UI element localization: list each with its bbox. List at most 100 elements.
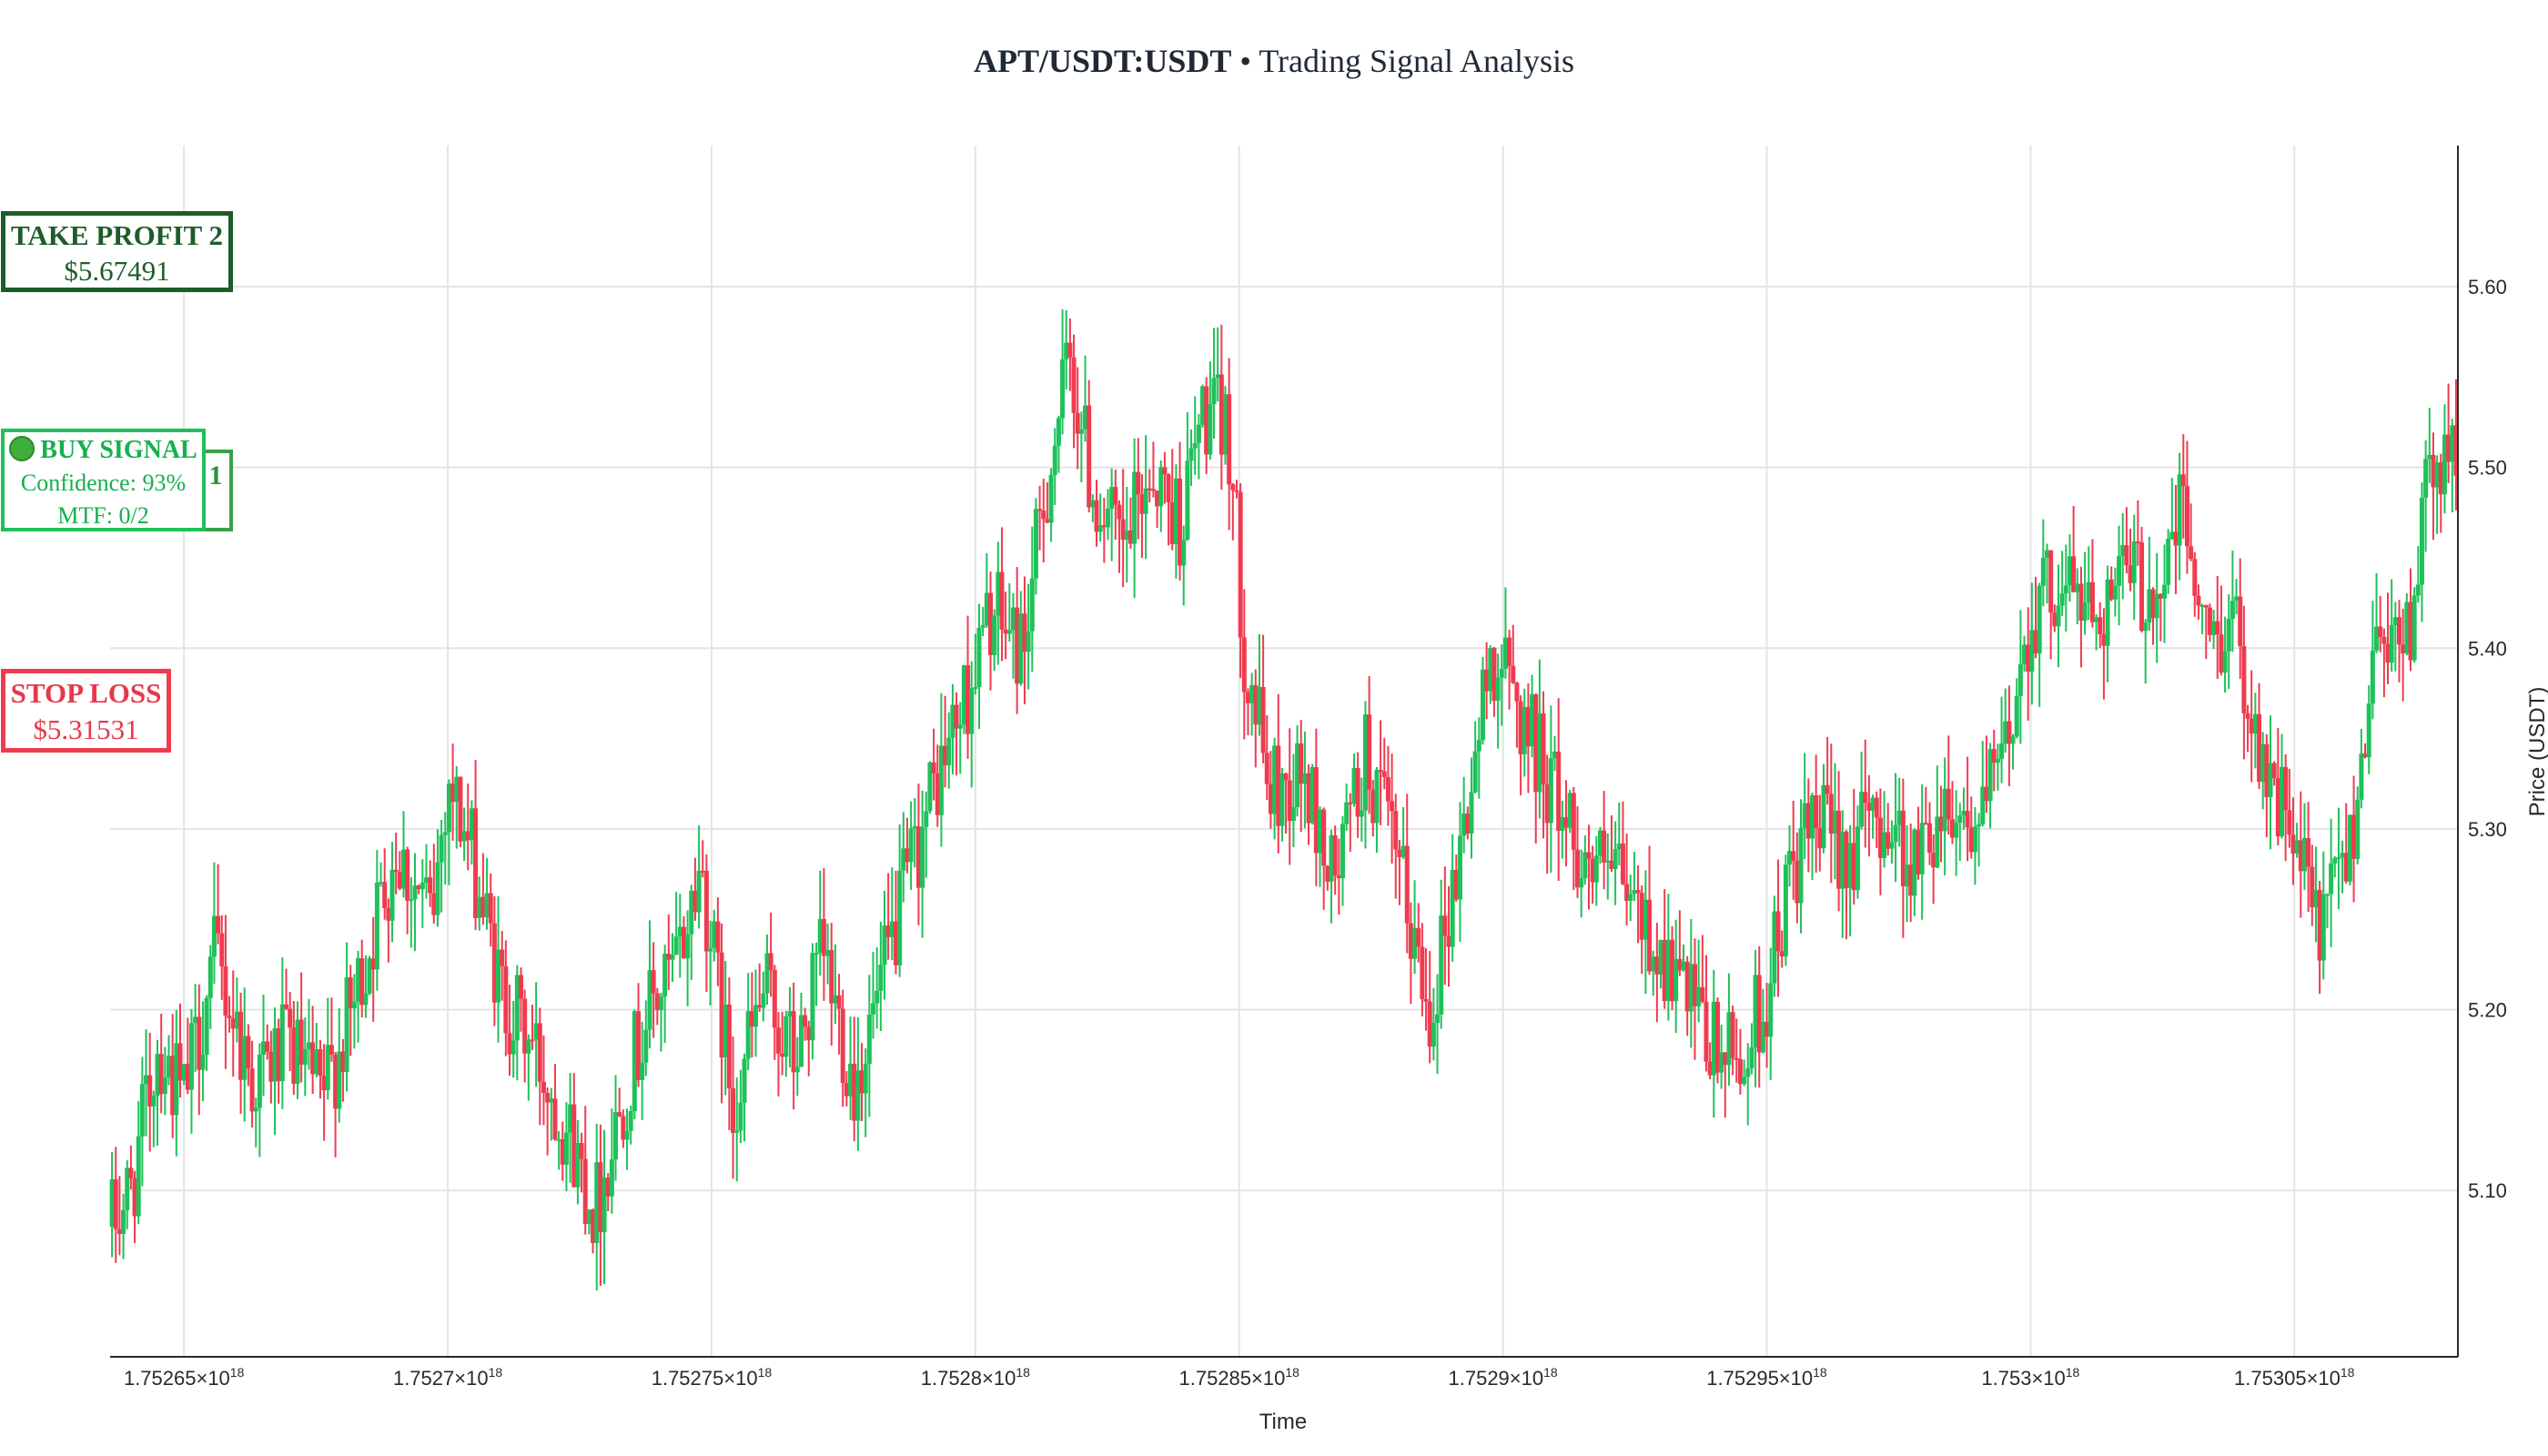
candle-body bbox=[545, 1092, 551, 1103]
candle-body bbox=[662, 954, 668, 996]
candle-body bbox=[757, 1005, 763, 1008]
candle-body bbox=[1700, 986, 1705, 1002]
candle bbox=[1556, 698, 1562, 882]
candle-body bbox=[1393, 811, 1399, 850]
candle bbox=[1965, 756, 1970, 862]
candle bbox=[2052, 604, 2058, 632]
candle-body bbox=[363, 993, 369, 1006]
candle bbox=[1408, 902, 1413, 1005]
candle-body bbox=[1162, 467, 1168, 475]
candle-body bbox=[1155, 490, 1160, 507]
candle bbox=[113, 1147, 118, 1263]
x-tick-labels: 1.75265×1018 1.7527×1018 1.75275×1018 1.752… bbox=[124, 1365, 2355, 1390]
candle bbox=[1181, 525, 1187, 606]
candle bbox=[1810, 793, 1815, 881]
chart-title-rest: • Trading Signal Analysis bbox=[1231, 43, 1575, 79]
candle-body bbox=[1896, 810, 1902, 825]
candle bbox=[132, 1170, 137, 1243]
candle-body bbox=[1029, 578, 1035, 632]
candle bbox=[1318, 806, 1323, 887]
candle bbox=[219, 915, 225, 1000]
candle-body bbox=[2419, 497, 2424, 585]
candle-body bbox=[1439, 915, 1444, 1015]
candle bbox=[1620, 801, 1625, 885]
candle bbox=[1886, 803, 1891, 856]
candle bbox=[1143, 435, 1148, 560]
candle-body bbox=[1798, 828, 1804, 904]
candle-body bbox=[1442, 915, 1448, 936]
candle-body bbox=[155, 1054, 160, 1097]
candle-body bbox=[2336, 857, 2341, 860]
candle bbox=[594, 1123, 600, 1290]
candle bbox=[1525, 683, 1531, 794]
candle bbox=[821, 868, 826, 1001]
candle-body bbox=[1810, 794, 1815, 839]
candle-body bbox=[128, 1168, 134, 1178]
candle bbox=[393, 833, 399, 895]
candle-body bbox=[806, 1026, 812, 1041]
candle-body bbox=[393, 869, 399, 873]
candle bbox=[1893, 773, 1898, 883]
candle-body bbox=[689, 890, 694, 935]
candle bbox=[181, 1063, 187, 1086]
candle-body bbox=[1541, 713, 1546, 784]
candle-body bbox=[1400, 845, 1406, 857]
candle-body bbox=[1905, 864, 1910, 887]
candle-body bbox=[961, 665, 966, 725]
candle-body bbox=[628, 1111, 633, 1131]
candle-body bbox=[1461, 813, 1467, 836]
candle-body bbox=[1075, 412, 1080, 434]
candle bbox=[734, 1077, 740, 1182]
candle-body bbox=[1257, 686, 1262, 725]
candle bbox=[878, 921, 884, 1032]
candle-body bbox=[931, 762, 936, 774]
candle bbox=[742, 1053, 747, 1142]
candle bbox=[519, 967, 523, 1032]
candle bbox=[1814, 754, 1819, 874]
candle bbox=[696, 825, 702, 929]
y-tick-label: 5.20 bbox=[2468, 999, 2507, 1022]
candle bbox=[1279, 767, 1285, 842]
candle bbox=[1533, 693, 1539, 844]
candle bbox=[685, 910, 691, 1006]
candle-body bbox=[1590, 858, 1595, 883]
candle bbox=[1711, 969, 1716, 1118]
candle bbox=[806, 1020, 812, 1077]
candle-body bbox=[2401, 644, 2406, 653]
candle bbox=[1802, 753, 1807, 860]
candle bbox=[2249, 670, 2254, 783]
candle bbox=[715, 897, 721, 986]
candle bbox=[1665, 894, 1671, 1021]
candle-body bbox=[2143, 622, 2149, 632]
candle-body bbox=[1620, 843, 1625, 885]
candle bbox=[651, 942, 656, 1038]
candle bbox=[207, 945, 213, 1029]
candle bbox=[950, 683, 956, 775]
candle-body bbox=[996, 571, 1001, 616]
candle-body bbox=[640, 1062, 645, 1080]
buy-signal-annotation: BUY SIGNAL Confidence: 93% MTF: 0/2 bbox=[1, 429, 206, 531]
candle bbox=[1351, 753, 1357, 807]
candle-body bbox=[185, 1064, 190, 1090]
candle bbox=[514, 965, 520, 1081]
candle bbox=[2446, 383, 2452, 483]
candle-body bbox=[1912, 829, 1917, 896]
candle bbox=[2404, 592, 2410, 656]
candle bbox=[1067, 318, 1073, 391]
candle-body bbox=[1048, 474, 1054, 523]
candle-body bbox=[2385, 643, 2391, 663]
candle bbox=[147, 1032, 153, 1152]
candle-body bbox=[344, 977, 349, 1072]
candle-body bbox=[734, 1130, 740, 1133]
candle bbox=[954, 692, 959, 776]
candle bbox=[1476, 717, 1481, 799]
candle-body bbox=[920, 826, 925, 888]
candle-body bbox=[859, 1070, 864, 1094]
candle-body bbox=[1714, 1001, 1720, 1073]
candle bbox=[2010, 733, 2016, 770]
candle-body bbox=[382, 882, 388, 909]
candle-body bbox=[2147, 589, 2152, 623]
candle-body bbox=[2082, 602, 2088, 621]
candle bbox=[966, 615, 971, 759]
candle-body bbox=[1730, 1012, 1735, 1058]
